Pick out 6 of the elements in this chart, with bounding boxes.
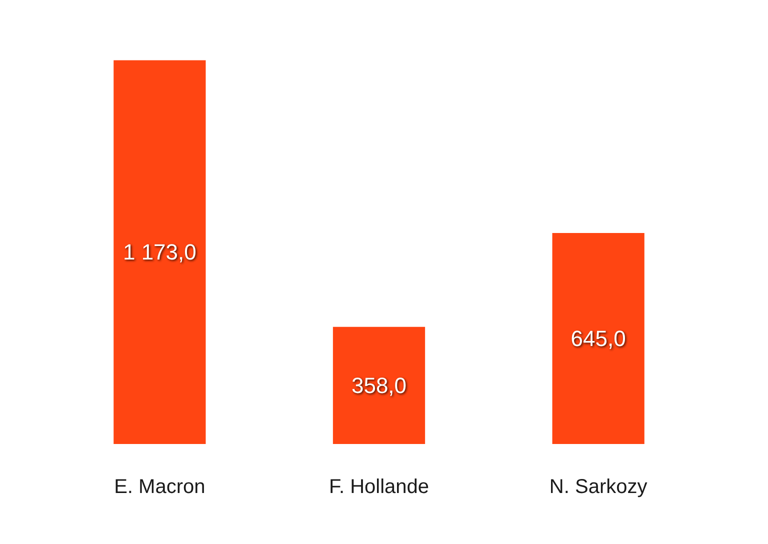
- x-tick-label: N. Sarkozy: [549, 476, 648, 498]
- data-label: 645,0: [570, 326, 626, 351]
- x-tick-label: F. Hollande: [328, 476, 430, 498]
- x-tick-label: E. Macron: [114, 476, 206, 498]
- data-label: 1 173,0: [122, 240, 196, 265]
- data-label: 358,0: [351, 372, 407, 398]
